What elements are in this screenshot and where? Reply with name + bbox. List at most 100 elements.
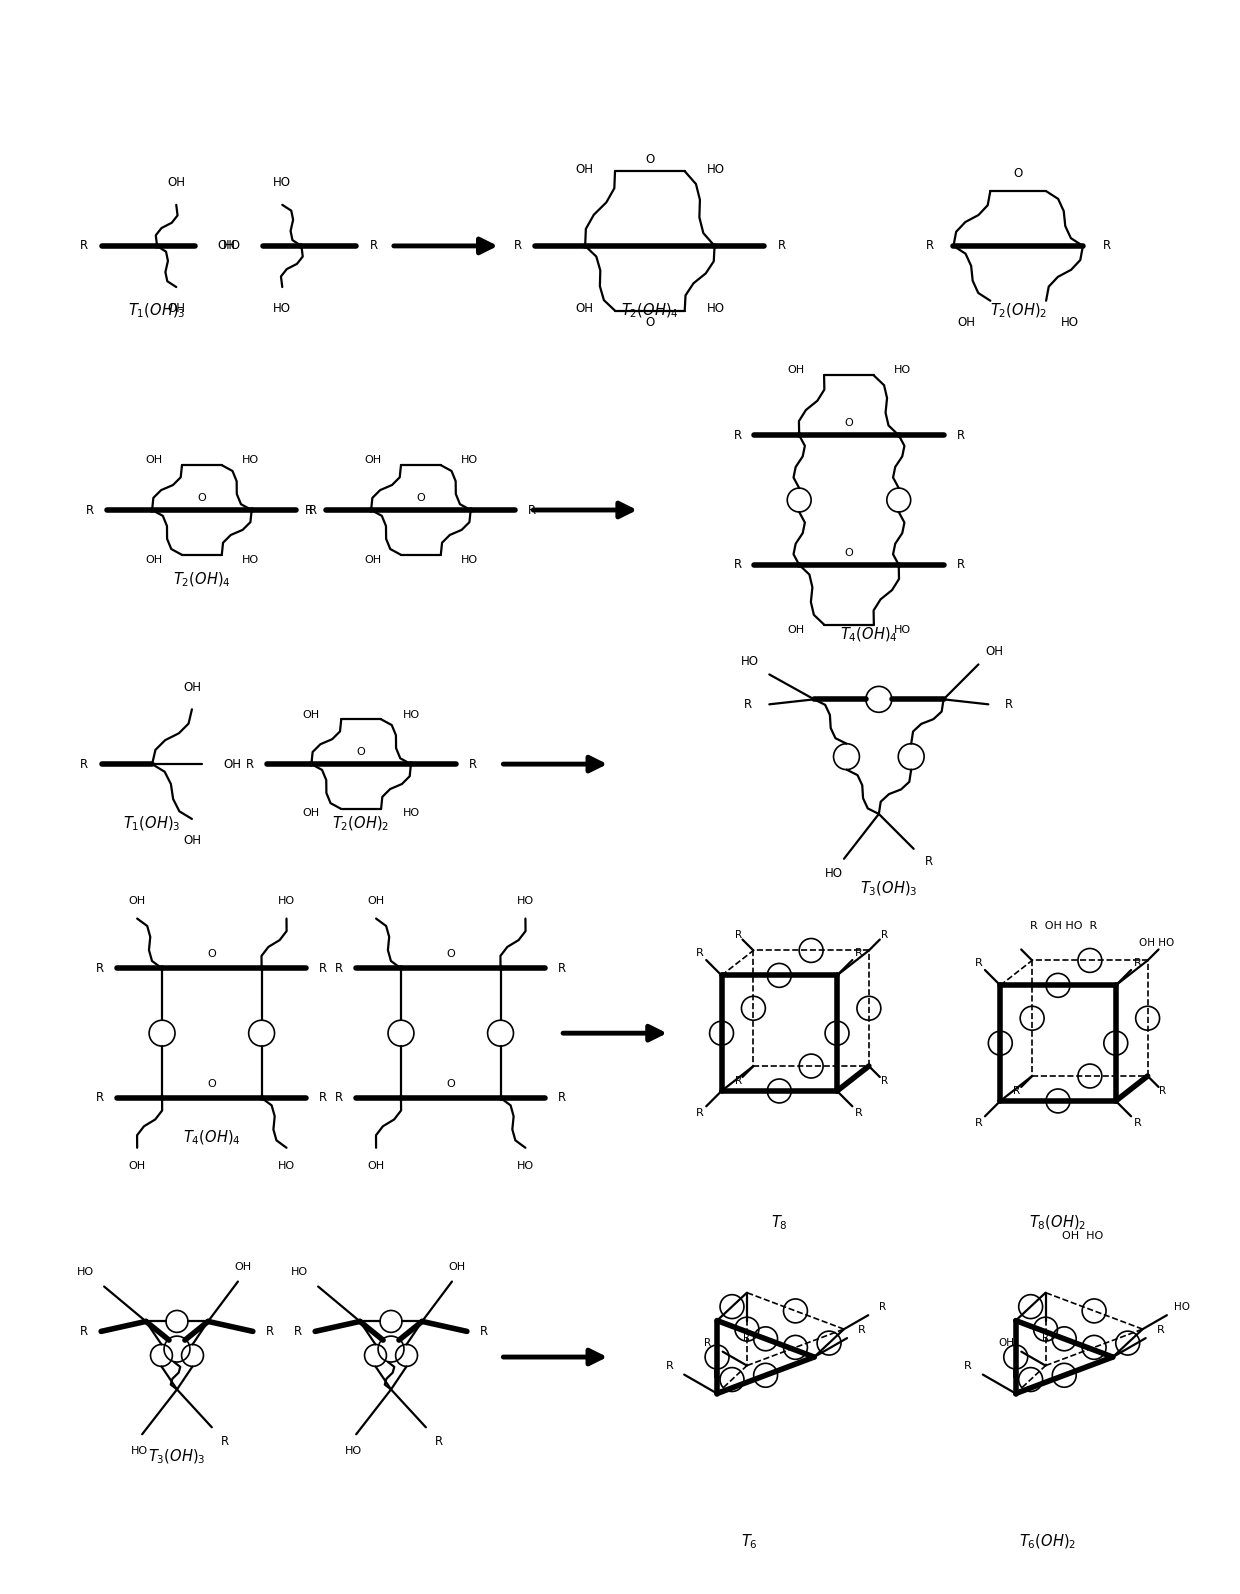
Text: R: R [856,948,863,958]
Text: R: R [1006,698,1013,711]
Text: R: R [733,558,742,571]
Text: R: R [319,961,327,976]
Text: $T_1(OH)_3$: $T_1(OH)_3$ [123,815,181,834]
Text: OH: OH [145,555,162,564]
Text: OH: OH [367,896,384,905]
Text: R: R [1012,1371,1019,1380]
Text: R: R [779,239,786,252]
Text: R: R [880,931,888,940]
Text: R: R [319,1092,327,1105]
Text: $T_2(OH)_4$: $T_2(OH)_4$ [621,301,678,320]
Text: R: R [87,504,94,516]
Text: R: R [97,961,104,976]
Text: R: R [81,1325,88,1337]
Text: R: R [975,958,982,969]
Text: $T_1(OH)_3$: $T_1(OH)_3$ [128,301,186,320]
Text: HO: HO [1173,1302,1189,1312]
Text: O: O [645,153,655,166]
Text: HO: HO [707,163,724,175]
Text: R: R [743,1333,750,1342]
Text: OH: OH [787,365,805,376]
Text: OH: OH [575,303,593,316]
Text: OH: OH [367,1160,384,1170]
Text: O: O [207,950,216,960]
Text: OH: OH [167,177,185,190]
Text: OH: OH [957,316,976,328]
Text: HO: HO [461,456,477,465]
Text: HO: HO [894,625,911,634]
Text: OH: OH [184,834,201,848]
Text: O: O [446,1079,455,1089]
Text: O: O [446,950,455,960]
Text: R: R [370,239,378,252]
Text: R: R [696,1108,703,1117]
Text: R: R [1157,1325,1164,1334]
Text: R: R [469,757,476,770]
Text: R: R [713,1371,720,1380]
Text: $T_4(OH)_4$: $T_4(OH)_4$ [182,1129,241,1148]
Text: R: R [435,1435,443,1447]
Text: OH: OH [129,896,146,905]
Text: OH: OH [365,456,381,465]
Text: HO: HO [894,365,911,376]
Text: R: R [1133,958,1142,969]
Text: R: R [856,1108,863,1117]
Text: O: O [844,548,853,558]
Text: R: R [221,1435,229,1447]
Text: R: R [704,1339,712,1349]
Text: R: R [744,698,753,711]
Text: $T_2(OH)_2$: $T_2(OH)_2$ [332,815,389,834]
Text: O: O [844,418,853,429]
Text: OH: OH [303,808,320,818]
Text: R: R [975,1117,982,1129]
Text: R: R [528,504,537,516]
Text: HO: HO [242,555,259,564]
Text: HO: HO [345,1446,362,1457]
Text: O: O [1013,167,1023,180]
Text: $T_6(OH)_2$: $T_6(OH)_2$ [1019,1532,1076,1551]
Text: R: R [666,1361,673,1371]
Text: OH: OH [787,625,805,634]
Text: HO: HO [517,896,534,905]
Text: OH  HO: OH HO [1063,1232,1104,1242]
Text: R: R [925,239,934,252]
Text: $T_8$: $T_8$ [771,1213,787,1232]
Text: R: R [558,961,567,976]
Text: OH: OH [217,239,236,252]
Text: R  OH HO  R: R OH HO R [1030,921,1097,931]
Text: HO: HO [403,711,420,720]
Text: $T_2(OH)_2$: $T_2(OH)_2$ [990,301,1047,320]
Text: $T_4(OH)_4$: $T_4(OH)_4$ [839,625,898,644]
Text: OH: OH [449,1261,465,1272]
Text: HO: HO [273,177,291,190]
Text: R: R [880,1076,888,1087]
Text: O: O [357,748,366,757]
Text: $T_6$: $T_6$ [742,1532,758,1551]
Text: R: R [81,757,88,770]
Text: OH: OH [986,646,1003,658]
Text: OH: OH [223,757,242,770]
Text: R: R [309,504,317,516]
Text: OH HO: OH HO [1138,937,1174,948]
Text: HO: HO [825,867,843,880]
Text: O: O [207,1079,216,1089]
Text: R: R [925,856,932,869]
Text: HO: HO [278,1160,295,1170]
Text: R: R [1102,239,1111,252]
Text: HO: HO [403,808,420,818]
Text: HO: HO [291,1267,309,1277]
Text: $T_3(OH)_3$: $T_3(OH)_3$ [149,1447,206,1466]
Text: HO: HO [1061,316,1079,328]
Text: R: R [1013,1087,1021,1097]
Text: HO: HO [278,896,295,905]
Text: R: R [335,961,343,976]
Text: R: R [734,931,742,940]
Text: R: R [965,1361,972,1371]
Text: R: R [294,1325,303,1337]
Text: OH: OH [184,681,201,693]
Text: OH: OH [575,163,593,175]
Text: HO: HO [242,456,259,465]
Text: $T_8(OH)_2$: $T_8(OH)_2$ [1029,1213,1086,1232]
Text: OH: OH [998,1339,1014,1349]
Text: HO: HO [517,1160,534,1170]
